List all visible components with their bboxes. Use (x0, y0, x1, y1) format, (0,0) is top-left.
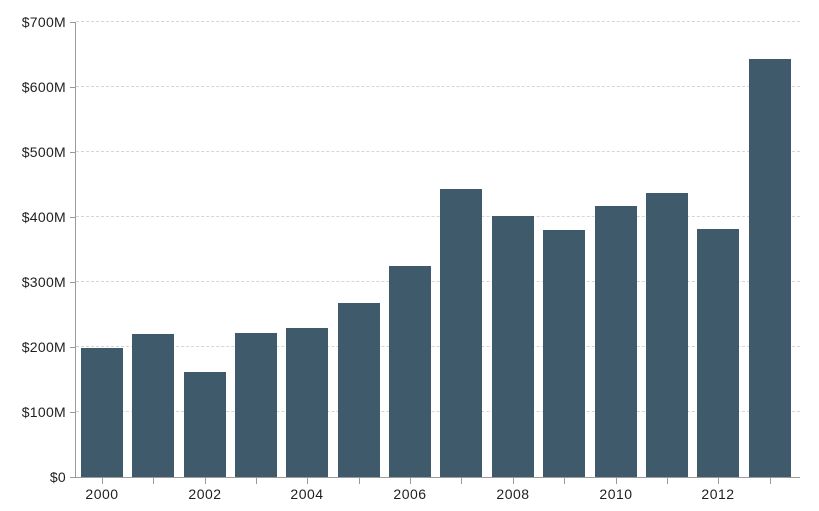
bar-2011 (646, 193, 688, 477)
x-axis-tick (307, 478, 308, 484)
y-axis-label: $0 (49, 469, 66, 485)
y-axis-label: $500M (21, 144, 66, 160)
y-axis-label: $100M (21, 404, 66, 420)
x-axis-label: 2002 (188, 486, 222, 502)
gridline-600 (76, 86, 800, 87)
x-axis-tick (256, 478, 257, 484)
gridline-300 (76, 281, 800, 282)
x-axis-tick (205, 478, 206, 484)
bar-2003 (235, 333, 277, 477)
bar-2004 (286, 328, 328, 477)
x-axis-label: 2010 (599, 486, 633, 502)
bar-2013 (749, 59, 791, 477)
bar-2008 (492, 216, 534, 477)
x-axis-tick (718, 478, 719, 484)
gridline-700 (76, 21, 800, 22)
y-axis-tick (70, 477, 76, 478)
y-axis-line (75, 22, 76, 477)
x-axis-tick (102, 478, 103, 484)
y-axis-tick (70, 412, 76, 413)
x-axis-label: 2008 (496, 486, 530, 502)
x-axis-line (76, 477, 800, 478)
y-axis-label: $300M (21, 274, 66, 290)
bar-2006 (389, 266, 431, 477)
y-axis-tick (70, 152, 76, 153)
x-axis-tick (770, 478, 771, 484)
x-axis-label: 2006 (393, 486, 427, 502)
x-axis-tick (616, 478, 617, 484)
gridline-200 (76, 346, 800, 347)
x-axis-tick (667, 478, 668, 484)
bar-2012 (697, 229, 739, 477)
x-axis-label: 2004 (290, 486, 324, 502)
x-axis-tick (461, 478, 462, 484)
gridline-400 (76, 216, 800, 217)
bar-2001 (132, 334, 174, 477)
x-axis-tick (564, 478, 565, 484)
y-axis-tick (70, 87, 76, 88)
y-axis-tick (70, 22, 76, 23)
y-axis-tick (70, 282, 76, 283)
y-axis-label: $600M (21, 79, 66, 95)
y-axis-label: $200M (21, 339, 66, 355)
x-axis-tick (513, 478, 514, 484)
x-axis-tick (410, 478, 411, 484)
x-axis-tick (359, 478, 360, 484)
y-axis-label: $700M (21, 14, 66, 30)
bar-2009 (543, 230, 585, 477)
bar-2000 (81, 348, 123, 477)
y-axis-tick (70, 347, 76, 348)
bar-2007 (440, 189, 482, 477)
plot-area (76, 21, 800, 477)
bar-2005 (338, 303, 380, 477)
x-axis-label: 2012 (701, 486, 735, 502)
gridline-100 (76, 411, 800, 412)
y-axis-tick (70, 217, 76, 218)
bar-2002 (184, 372, 226, 477)
bar-2010 (595, 206, 637, 477)
x-axis-tick (153, 478, 154, 484)
gridline-500 (76, 151, 800, 152)
y-axis-label: $400M (21, 209, 66, 225)
x-axis-label: 2000 (85, 486, 119, 502)
